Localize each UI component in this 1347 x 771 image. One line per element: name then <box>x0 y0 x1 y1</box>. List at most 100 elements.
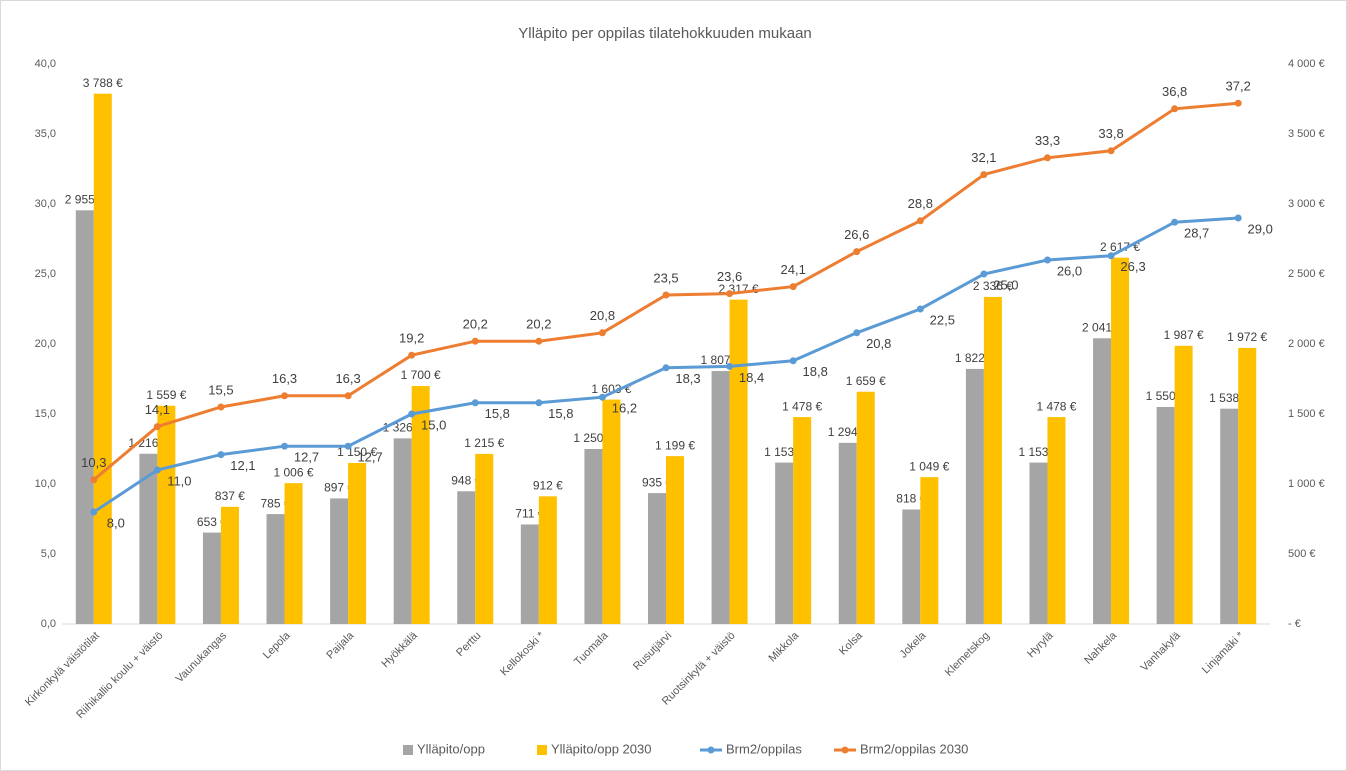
bar <box>538 496 557 624</box>
bar-value-label: 912 € <box>533 478 563 492</box>
line-value-label: 16,3 <box>335 371 360 386</box>
y-tick-label: 40,0 <box>35 58 56 70</box>
line-marker <box>662 291 670 299</box>
line-value-label: 33,8 <box>1098 126 1123 141</box>
legend-swatch <box>537 745 547 755</box>
bar-value-label: 1 006 € <box>274 465 314 479</box>
line-value-label: 22,5 <box>930 312 955 327</box>
line-marker <box>217 451 225 459</box>
y2-tick-label: 3 000 € <box>1288 198 1325 210</box>
bar <box>475 453 494 624</box>
line-value-label: 18,3 <box>675 371 700 386</box>
y2-tick-label: - € <box>1288 618 1301 630</box>
bar-value-label: 1 478 € <box>782 399 822 413</box>
bar <box>920 477 939 624</box>
line-value-label: 18,4 <box>739 370 764 385</box>
bar <box>1111 257 1130 624</box>
line-marker <box>789 357 797 365</box>
bar <box>711 371 730 624</box>
bar <box>775 462 794 624</box>
line-marker <box>281 392 289 400</box>
bar <box>220 506 239 624</box>
bar <box>602 399 621 624</box>
line-marker <box>1107 147 1115 155</box>
bar-value-label: 3 788 € <box>83 76 123 90</box>
line-value-label: 32,1 <box>971 150 996 165</box>
line-marker <box>980 171 988 179</box>
bar <box>1238 347 1257 624</box>
bar <box>1220 408 1239 624</box>
legend-swatch <box>841 746 849 754</box>
line-value-label: 24,1 <box>781 262 806 277</box>
bar-value-label: 818 € <box>896 492 926 506</box>
y2-tick-label: 4 000 € <box>1288 58 1325 70</box>
line-value-label: 19,2 <box>399 331 424 346</box>
line-value-label: 23,5 <box>653 270 678 285</box>
line-value-label: 37,2 <box>1226 79 1251 94</box>
bar-value-label: 935 € <box>642 475 672 489</box>
bar <box>1156 407 1175 624</box>
bar-value-label: 2 617 € <box>1100 240 1140 254</box>
bar-value-label: 1 559 € <box>146 388 186 402</box>
legend-label: Brm2/oppilas <box>726 741 802 756</box>
bar <box>348 463 367 624</box>
line-marker <box>598 329 606 337</box>
chart-title: Ylläpito per oppilas tilatehokkuuden muk… <box>518 25 812 42</box>
bar-value-label: 1 478 € <box>1036 399 1076 413</box>
legend-swatch <box>707 746 715 754</box>
legend-swatch <box>403 745 413 755</box>
line-value-label: 15,5 <box>208 382 233 397</box>
line-marker <box>471 337 479 345</box>
line-marker <box>1234 214 1242 222</box>
line-marker <box>662 364 670 372</box>
line-value-label: 28,8 <box>908 196 933 211</box>
line-value-label: 28,7 <box>1184 226 1209 241</box>
line-marker <box>853 329 861 337</box>
line-value-label: 11,0 <box>167 473 191 488</box>
line-marker <box>1234 99 1242 107</box>
bar <box>266 514 285 624</box>
bar-value-label: 1 972 € <box>1227 330 1267 344</box>
line-marker <box>408 351 416 359</box>
bar <box>1029 462 1048 624</box>
line-marker <box>1171 218 1179 226</box>
bar-value-label: 1 659 € <box>846 374 886 388</box>
bar <box>729 299 748 624</box>
bar <box>330 498 349 624</box>
line-value-label: 10,3 <box>81 455 106 470</box>
line-marker <box>726 362 734 370</box>
line-value-label: 15,8 <box>548 406 573 421</box>
legend-label: Ylläpito/opp <box>417 741 485 756</box>
line-marker <box>916 217 924 225</box>
bar <box>1174 345 1193 624</box>
bar <box>520 524 539 624</box>
line-marker <box>535 399 543 407</box>
line-marker <box>153 466 161 474</box>
bar <box>666 456 684 624</box>
bar <box>793 417 812 624</box>
line-marker <box>471 399 479 407</box>
bar <box>75 210 94 625</box>
bar-value-label: 2 336 € <box>973 279 1013 293</box>
line-marker <box>153 423 161 431</box>
bar <box>93 93 112 625</box>
line-value-label: 12,7 <box>294 450 319 465</box>
line-marker <box>789 283 797 291</box>
line-marker <box>281 442 289 450</box>
bar <box>411 386 430 624</box>
line-marker <box>1171 105 1179 113</box>
bar-value-label: 897 € <box>324 481 354 495</box>
y2-tick-label: 1 000 € <box>1288 478 1325 490</box>
line-value-label: 14,1 <box>145 402 170 417</box>
line-marker <box>408 410 416 418</box>
bar <box>393 438 412 624</box>
bar <box>856 391 875 624</box>
line-marker <box>90 508 98 516</box>
line-value-label: 23,6 <box>717 269 742 284</box>
y-tick-label: 30,0 <box>35 198 56 210</box>
bar <box>648 493 666 624</box>
line-marker <box>598 393 606 401</box>
line-value-label: 20,8 <box>590 308 615 323</box>
line-value-label: 26,0 <box>1057 263 1082 278</box>
